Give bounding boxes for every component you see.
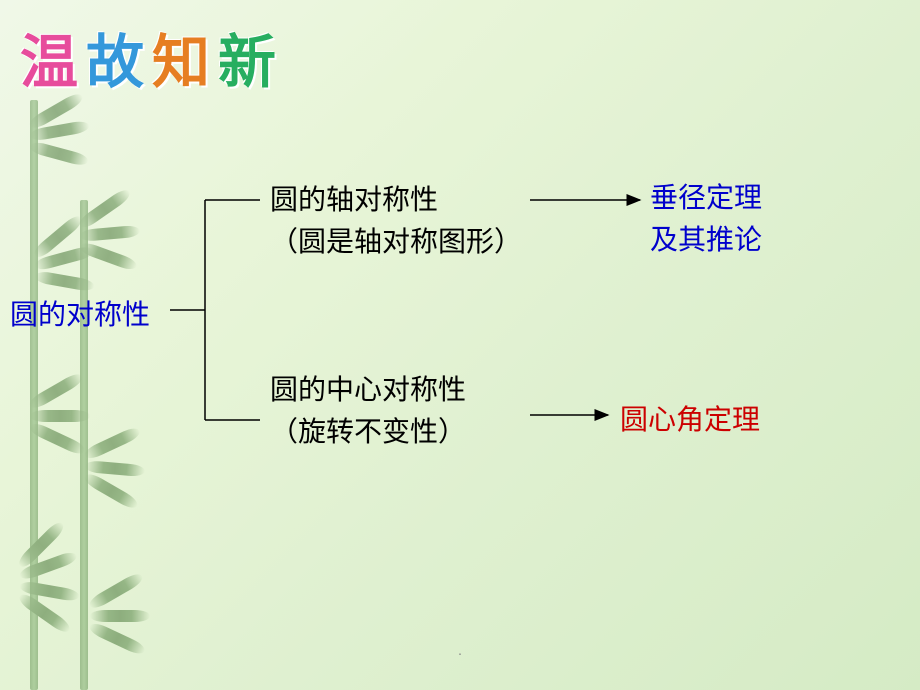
title-char-3: 知 [152,30,218,95]
leaf-top-line2: 及其推论 [650,220,762,262]
page-indicator: . [458,644,462,660]
concept-diagram: 圆的对称性 圆的轴对称性 （圆是轴对称图形） 圆的中心对称性 （旋转不变性） 垂… [0,160,920,560]
title-char-2: 故 [86,30,152,95]
leaf-bottom-line1: 圆心角定理 [620,400,760,442]
branch-bottom-sub: （旋转不变性） [270,412,466,454]
branch-top-sub: （圆是轴对称图形） [270,222,522,264]
title-char-4: 新 [218,30,284,95]
root-node: 圆的对称性 [10,295,150,337]
title-char-1: 温 [20,30,86,95]
branch-top-main: 圆的轴对称性 [270,180,522,222]
leaf-top-line1: 垂径定理 [650,178,762,220]
leaf-top-node: 垂径定理 及其推论 [650,178,762,262]
slide-title: 温故知新 [20,15,284,99]
branch-bottom-main: 圆的中心对称性 [270,370,466,412]
branch-top-node: 圆的轴对称性 （圆是轴对称图形） [270,180,522,264]
branch-bottom-node: 圆的中心对称性 （旋转不变性） [270,370,466,454]
root-label: 圆的对称性 [10,300,150,331]
leaf-bottom-node: 圆心角定理 [620,400,760,442]
